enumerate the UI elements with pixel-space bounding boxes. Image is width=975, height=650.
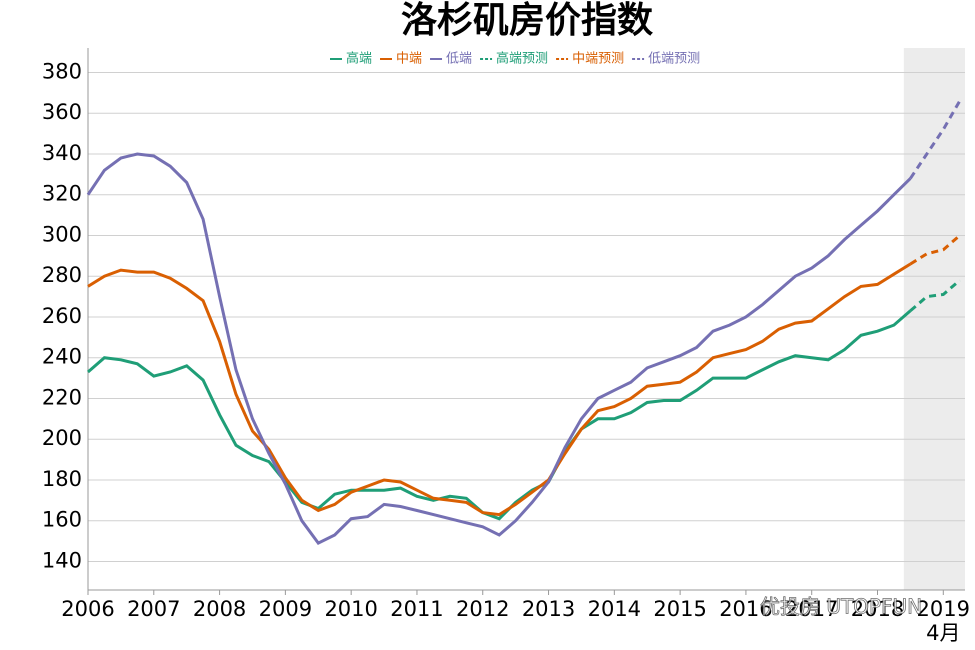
x-tick-label: 2019 <box>917 597 970 621</box>
forecast-shade <box>903 48 965 590</box>
y-tick-label: 280 <box>42 263 82 287</box>
x-tick-label: 2006 <box>61 597 114 621</box>
legend-label: 中端 <box>396 52 422 67</box>
y-tick-label: 340 <box>42 141 82 165</box>
series-line <box>909 100 962 180</box>
x-sublabel: 4月 <box>926 621 960 645</box>
y-tick-label: 220 <box>42 385 82 409</box>
y-tick-label: 140 <box>42 548 82 572</box>
legend-label: 高端 <box>346 51 372 67</box>
y-tick-label: 240 <box>42 345 82 369</box>
legend-label: 高端预测 <box>496 51 548 67</box>
y-tick-label: 260 <box>42 304 82 328</box>
y-tick-label: 320 <box>42 182 82 206</box>
x-tick-label: 2012 <box>456 597 509 621</box>
y-tick-label: 360 <box>42 100 82 124</box>
watermark: 优投房 UTOPFUN <box>760 595 922 619</box>
series-line <box>87 309 912 521</box>
series-line <box>909 279 961 312</box>
y-tick-label: 300 <box>42 222 82 246</box>
series-line <box>909 234 961 266</box>
x-tick-label: 2015 <box>653 597 706 621</box>
x-tick-label: 2008 <box>193 597 246 621</box>
series-line <box>86 152 912 546</box>
legend-label: 低端预测 <box>648 52 700 67</box>
x-tick-label: 2017 <box>785 597 838 621</box>
x-tick-label: 2009 <box>259 597 312 621</box>
series-line <box>87 262 912 517</box>
chart-title: 洛杉矶房价指数 <box>401 0 653 41</box>
x-tick-label: 2014 <box>588 597 641 621</box>
legend-label: 低端 <box>446 52 472 67</box>
x-tick-label: 2018 <box>851 597 904 621</box>
x-tick-label: 2011 <box>390 597 443 621</box>
x-tick-label: 2007 <box>127 597 180 621</box>
y-tick-label: 200 <box>42 426 82 450</box>
x-tick-label: 2013 <box>522 597 575 621</box>
y-tick-label: 380 <box>42 59 82 83</box>
x-tick-label: 2016 <box>719 597 772 621</box>
y-tick-label: 180 <box>42 467 82 491</box>
x-tick-label: 2010 <box>324 597 377 621</box>
y-tick-label: 160 <box>42 508 82 532</box>
legend-label: 中端预测 <box>572 52 624 67</box>
